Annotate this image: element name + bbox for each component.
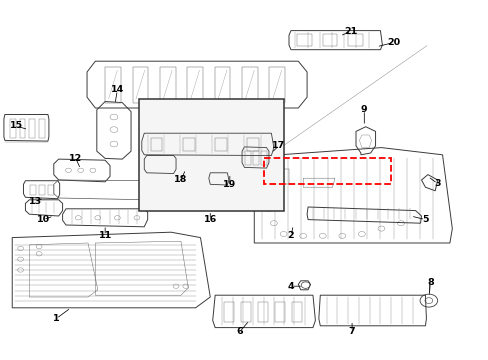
Bar — [258, 302, 267, 322]
Text: 18: 18 — [174, 175, 187, 184]
Bar — [224, 302, 233, 322]
Text: 3: 3 — [433, 179, 440, 188]
Text: 8: 8 — [426, 278, 433, 287]
Bar — [275, 302, 285, 322]
Text: 17: 17 — [271, 141, 285, 150]
Text: 20: 20 — [386, 38, 399, 47]
Text: 12: 12 — [69, 154, 82, 163]
Text: 1: 1 — [53, 314, 60, 323]
Text: 15: 15 — [10, 122, 22, 130]
Text: 14: 14 — [110, 85, 124, 94]
Bar — [10, 119, 16, 138]
Text: 13: 13 — [29, 197, 41, 206]
Text: 16: 16 — [203, 215, 217, 224]
Text: 6: 6 — [236, 328, 243, 336]
Bar — [245, 151, 251, 165]
Bar — [39, 185, 45, 195]
Bar — [48, 185, 54, 195]
Bar — [253, 151, 259, 165]
Bar — [322, 34, 337, 46]
Text: 7: 7 — [348, 328, 355, 336]
Text: 10: 10 — [37, 215, 49, 224]
Text: 21: 21 — [344, 27, 357, 36]
Text: 19: 19 — [223, 180, 236, 189]
Text: 9: 9 — [360, 105, 367, 114]
Bar — [29, 119, 35, 138]
Text: 11: 11 — [98, 231, 112, 240]
Bar — [241, 302, 250, 322]
Bar — [261, 151, 266, 165]
Bar — [297, 34, 311, 46]
Text: 2: 2 — [287, 231, 294, 240]
Bar — [20, 119, 25, 138]
Bar — [347, 34, 362, 46]
Text: 4: 4 — [287, 282, 294, 291]
Bar — [39, 119, 45, 138]
Bar — [292, 302, 302, 322]
Text: 5: 5 — [421, 215, 428, 224]
Bar — [30, 185, 36, 195]
Bar — [139, 99, 283, 211]
